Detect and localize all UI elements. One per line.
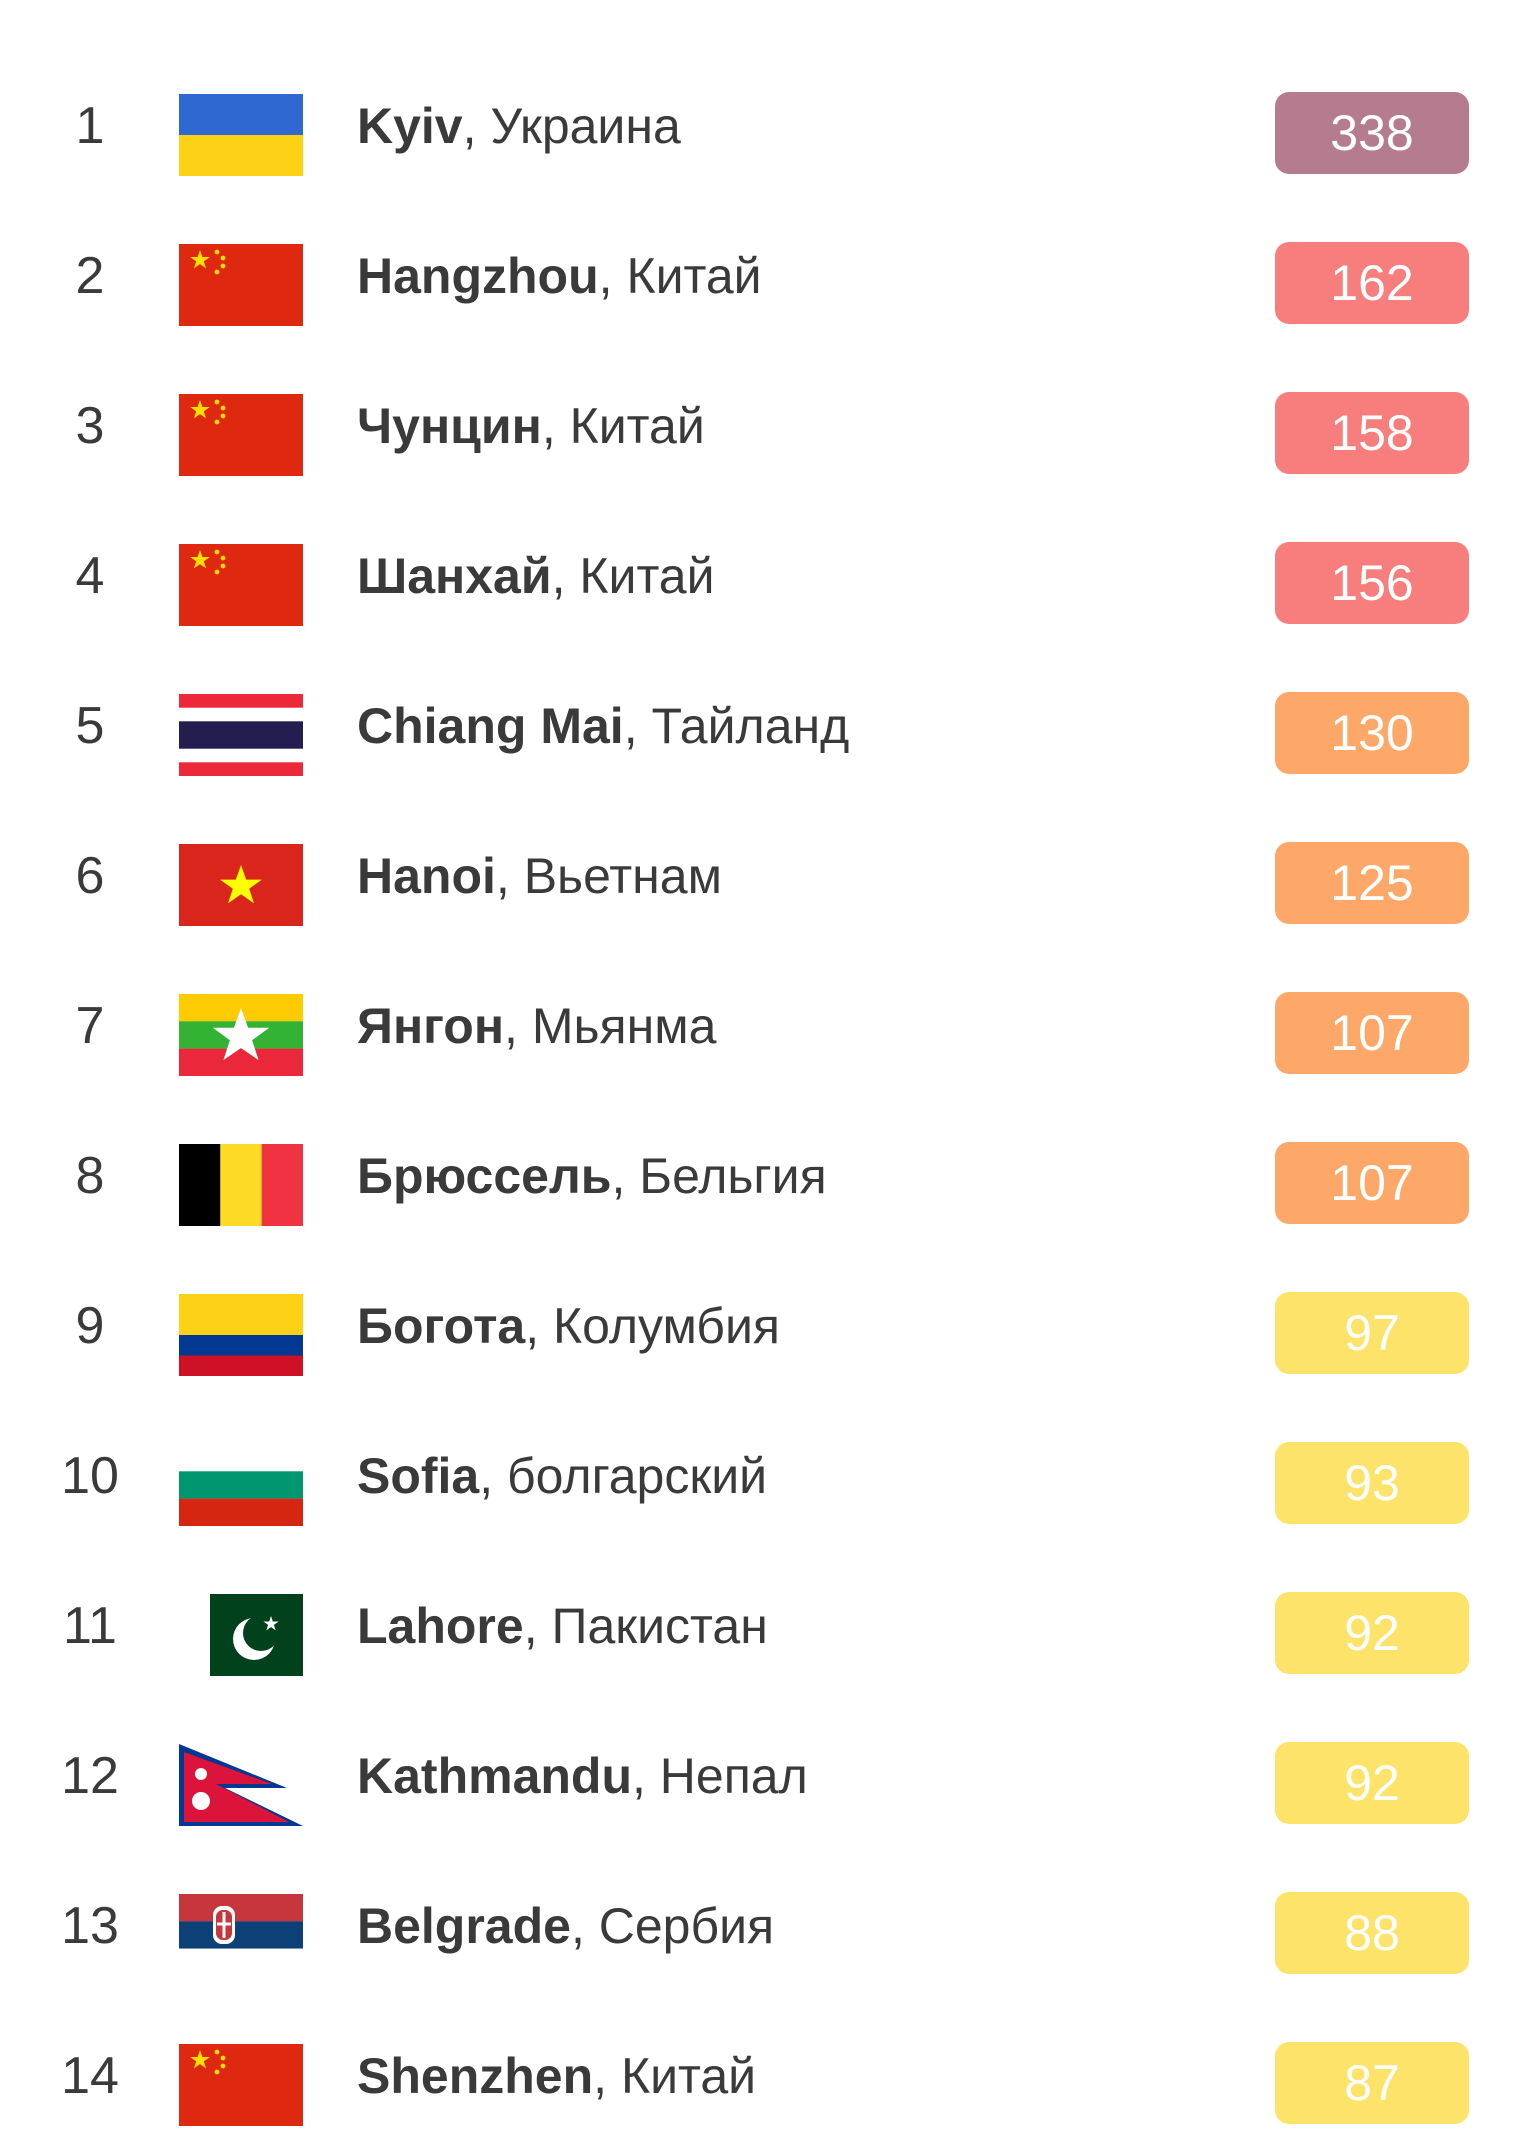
aqi-badge: 87 [1275,2042,1469,2124]
rank-number: 13 [61,1897,119,1955]
ranking-row[interactable]: 9 Богота, Колумбия 97 [0,1251,1536,1401]
location-label: Shenzhen, Китай [357,2048,757,2104]
ukraine-flag-icon [179,94,303,176]
aqi-badge: 125 [1275,842,1469,924]
ranking-row[interactable]: 6 Hanoi, Вьетнам 125 [0,801,1536,951]
aqi-badge: 92 [1275,1592,1469,1674]
location-label: Chiang Mai, Тайланд [357,698,850,754]
aqi-badge: 93 [1275,1442,1469,1524]
location-label: Belgrade, Сербия [357,1898,775,1954]
city-name: Belgrade [357,1898,571,1954]
country-name: Пакистан [551,1598,768,1654]
city-name: Чунцин [357,398,542,454]
aqi-badge: 107 [1275,992,1469,1074]
country-name: Сербия [598,1898,775,1954]
location-label: Sofia, болгарский [357,1448,768,1504]
aqi-badge: 158 [1275,392,1469,474]
ranking-row[interactable]: 3 Чунцин, Китай 158 [0,351,1536,501]
aqi-badge: 92 [1275,1742,1469,1824]
location-label: Kyiv, Украина [357,98,681,154]
location-label: Чунцин, Китай [357,398,705,454]
city-name: Брюссель [357,1148,612,1204]
aqi-badge: 130 [1275,692,1469,774]
city-name: Шанхай [357,548,552,604]
rank-number: 3 [75,397,105,455]
rank-number: 2 [75,247,105,305]
country-name: Бельгия [639,1148,827,1204]
aqi-badge: 338 [1275,92,1469,174]
city-name: Shenzhen [357,2048,594,2104]
rank-number: 4 [75,547,105,605]
city-name: Богота [357,1298,526,1354]
myanmar-flag-icon [179,994,303,1076]
location-label: Lahore, Пакистан [357,1598,768,1654]
vietnam-flag-icon [179,844,303,926]
rank-number: 7 [75,997,105,1055]
rank-number: 10 [61,1447,119,1505]
country-name: Тайланд [651,698,850,754]
ranking-row[interactable]: 2 Hangzhou, Китай 162 [0,201,1536,351]
country-name: Китай [626,248,762,304]
location-label: Янгон, Мьянма [357,998,717,1054]
thailand-flag-icon [179,694,303,776]
rank-number: 8 [75,1147,105,1205]
city-name: Lahore [357,1598,524,1654]
aqi-badge: 88 [1275,1892,1469,1974]
location-label: Богота, Колумбия [357,1298,780,1354]
location-label: Hangzhou, Китай [357,248,762,304]
country-name: Китай [620,2048,757,2104]
country-name: Вьетнам [523,848,722,904]
china-flag-icon [179,244,303,326]
pakistan-flag-icon [179,1594,303,1676]
city-name: Kyiv [357,98,463,154]
aqi-badge: 156 [1275,542,1469,624]
ranking-row[interactable]: 7 Янгон, Мьянма 107 [0,951,1536,1101]
country-name: болгарский [507,1448,768,1504]
aqi-badge: 97 [1275,1292,1469,1374]
city-name: Chiang Mai [357,698,624,754]
location-label: Шанхай, Китай [357,548,715,604]
city-name: Hanoi [357,848,496,904]
china-flag-icon [179,544,303,626]
city-aqi-ranking-list: 1 Kyiv, Украина 338 2 Hangzhou, Китай 16… [0,51,1536,2126]
aqi-badge: 107 [1275,1142,1469,1224]
rank-number: 12 [61,1747,119,1805]
country-name: Мьянма [531,998,717,1054]
china-flag-icon [179,394,303,476]
rank-number: 9 [75,1297,105,1355]
china-flag-icon [179,2044,303,2126]
country-name: Китай [579,548,715,604]
colombia-flag-icon [179,1294,303,1376]
city-name: Kathmandu [357,1748,632,1804]
rank-number: 1 [75,97,105,155]
location-label: Kathmandu, Непал [357,1748,808,1804]
ranking-row[interactable]: 14 Shenzhen, Китай 87 [0,2001,1536,2151]
rank-number: 6 [75,847,105,905]
ranking-row[interactable]: 13 Belgrade, Сербия 88 [0,1851,1536,2001]
country-name: Колумбия [553,1298,780,1354]
country-name: Китай [569,398,705,454]
rank-number: 5 [75,697,105,755]
country-name: Непал [659,1748,808,1804]
ranking-row[interactable]: 5 Chiang Mai, Тайланд 130 [0,651,1536,801]
nepal-flag-icon [179,1744,303,1826]
city-name: Янгон [357,998,505,1054]
country-name: Украина [490,98,681,154]
ranking-row[interactable]: 1 Kyiv, Украина 338 [0,51,1536,201]
bulgaria-flag-icon [179,1444,303,1526]
belgium-flag-icon [179,1144,303,1226]
ranking-row[interactable]: 4 Шанхай, Китай 156 [0,501,1536,651]
city-name: Sofia [357,1448,480,1504]
location-label: Hanoi, Вьетнам [357,848,722,904]
city-name: Hangzhou [357,248,599,304]
rank-number: 14 [61,2047,119,2105]
ranking-row[interactable]: 10 Sofia, болгарский 93 [0,1401,1536,1551]
aqi-badge: 162 [1275,242,1469,324]
ranking-row[interactable]: 12 Kathmandu, Непал 92 [0,1701,1536,1851]
ranking-row[interactable]: 11 Lahore, Пакистан 92 [0,1551,1536,1701]
serbia-flag-icon [179,1894,303,1976]
ranking-row[interactable]: 8 Брюссель, Бельгия 107 [0,1101,1536,1251]
location-label: Брюссель, Бельгия [357,1148,827,1204]
rank-number: 11 [63,1597,117,1655]
